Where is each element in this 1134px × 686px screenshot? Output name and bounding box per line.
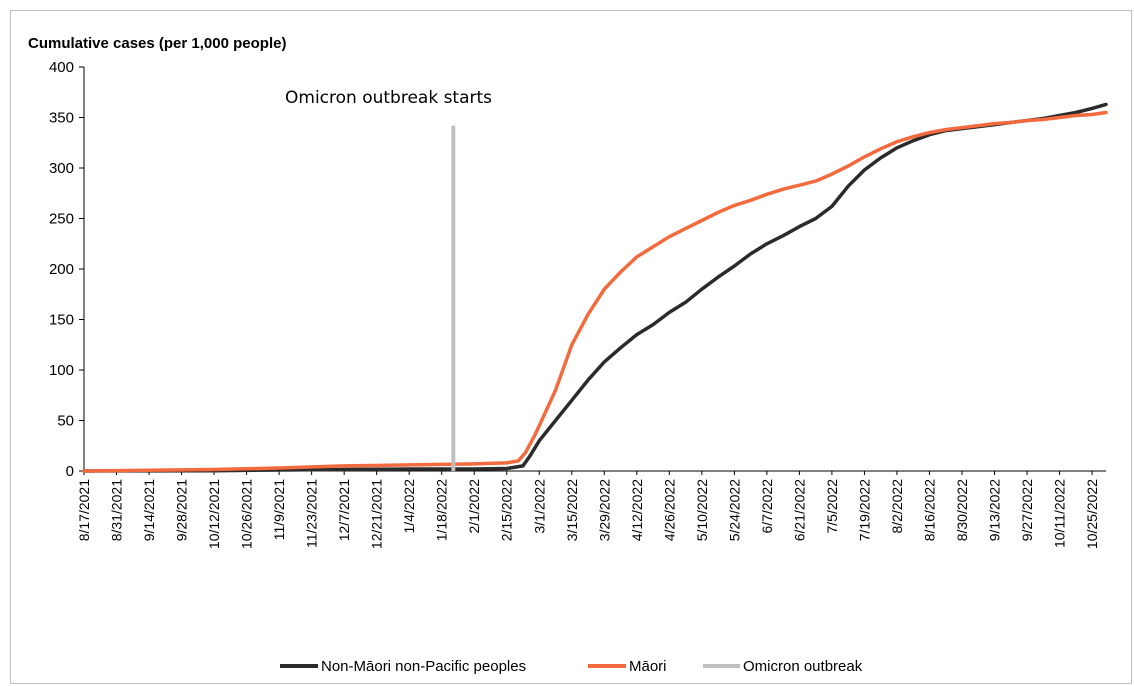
legend: Non-Māori non-Pacific peoples Māori Omic…: [280, 658, 863, 675]
x-tick-label: 3/1/2022: [531, 479, 547, 534]
x-tick-label: 4/26/2022: [661, 479, 677, 541]
x-tick-label: 10/12/2021: [206, 479, 222, 549]
x-tick-label: 9/27/2022: [1019, 479, 1035, 541]
x-tick-label: 1/4/2022: [401, 479, 417, 534]
x-tick-label: 8/30/2022: [954, 479, 970, 541]
x-tick-label: 11/23/2021: [304, 479, 320, 548]
x-tick-label: 12/7/2021: [336, 479, 352, 541]
x-tick-label: 4/12/2022: [629, 479, 645, 541]
x-tick-label: 8/31/2021: [109, 479, 125, 541]
x-tick-label: 10/26/2021: [239, 479, 255, 549]
x-tick-label: 3/15/2022: [564, 479, 580, 541]
x-tick-label: 10/25/2022: [1084, 479, 1100, 549]
x-tick-label: 7/5/2022: [824, 479, 840, 534]
omicron-annotation: Omicron outbreak starts: [285, 88, 492, 108]
x-tick-label: 5/24/2022: [726, 479, 742, 541]
x-tick-label: 2/1/2022: [466, 479, 482, 534]
x-tick-label: 8/16/2022: [921, 479, 937, 541]
x-tick-label: 1/18/2022: [434, 479, 450, 541]
series-line-0: [82, 102, 1108, 473]
legend-label-maori: Māori: [629, 658, 667, 675]
x-tick-label: 8/17/2021: [76, 479, 92, 541]
y-tick-label: 400: [49, 59, 74, 76]
x-tick-label: 9/14/2021: [141, 479, 157, 541]
x-tick-label: 7/19/2022: [856, 479, 872, 541]
y-tick-label: 250: [49, 211, 74, 228]
y-axis-title: Cumulative cases (per 1,000 people): [28, 35, 286, 52]
x-tick-label: 6/21/2022: [791, 479, 807, 541]
y-tick-label: 100: [49, 362, 74, 379]
x-tick-label: 9/28/2021: [174, 479, 190, 541]
y-tick-label: 300: [49, 160, 74, 177]
legend-label-non-maori: Non-Māori non-Pacific peoples: [321, 658, 526, 675]
x-tick-label: 10/11/2022: [1052, 479, 1068, 548]
y-tick-label: 200: [49, 261, 74, 278]
x-tick-label: 12/21/2021: [369, 479, 385, 549]
x-tick-label: 6/7/2022: [759, 479, 775, 534]
y-tick-label: 350: [49, 110, 74, 127]
y-tick-label: 0: [66, 463, 74, 480]
series-line-1: [82, 110, 1108, 473]
x-tick-label: 11/9/2021: [271, 479, 287, 540]
x-tick-label: 8/2/2022: [889, 479, 905, 534]
y-tick-label: 150: [49, 312, 74, 329]
y-tick-label: 50: [57, 413, 74, 430]
x-tick-label: 9/13/2022: [987, 479, 1003, 541]
x-tick-label: 5/10/2022: [694, 479, 710, 541]
x-tick-label: 2/15/2022: [499, 479, 515, 541]
x-tick-label: 3/29/2022: [596, 479, 612, 541]
legend-label-omicron: Omicron outbreak: [743, 658, 863, 675]
